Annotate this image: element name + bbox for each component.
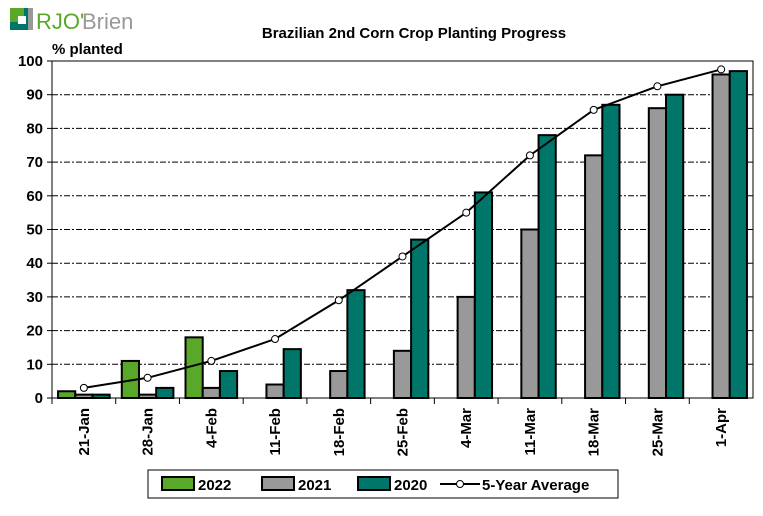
bar-2020 [155, 386, 175, 400]
bar-2020 [410, 238, 430, 399]
bar-2020 [537, 134, 557, 399]
y-tick-label: 70 [26, 154, 43, 171]
bar-2021 [520, 228, 540, 399]
x-tick-label: 4-Mar [458, 408, 475, 448]
y-tick-label: 10 [26, 356, 43, 373]
bar-2021 [265, 383, 285, 399]
bar-2021 [584, 154, 604, 399]
point-5-year-average [334, 296, 343, 305]
y-axis-label: % planted [52, 41, 123, 58]
bar-2020 [91, 393, 111, 400]
point-5-year-average [589, 105, 598, 114]
y-tick-label: 80 [26, 120, 43, 137]
svg-text:Brien: Brien [82, 9, 133, 34]
bar-2021 [201, 386, 221, 400]
bar-2020 [601, 103, 621, 399]
x-tick-label: 21-Jan [76, 408, 93, 456]
x-tick-label: 1-Apr [713, 408, 730, 447]
point-5-year-average [653, 82, 662, 91]
point-5-year-average [271, 335, 280, 344]
y-tick-label: 90 [26, 87, 43, 104]
bar-2021 [711, 73, 731, 399]
logo: RJO' Brien [10, 8, 133, 34]
legend-label: 2020 [394, 477, 427, 494]
x-tick-label: 18-Mar [586, 408, 603, 457]
bar-2022 [57, 390, 77, 400]
bar-2020 [346, 289, 366, 399]
bar-2021 [456, 295, 476, 399]
bar-2021 [647, 107, 668, 400]
bar-2021 [329, 370, 349, 400]
point-5-year-average [79, 383, 88, 392]
x-tick-label: 18-Feb [331, 408, 348, 456]
legend-swatch [357, 476, 391, 491]
bar-2021 [137, 393, 158, 400]
point-5-year-average [398, 252, 407, 261]
point-5-year-average [717, 65, 726, 74]
x-tick-label: 25-Feb [395, 408, 412, 456]
bar-2020 [728, 70, 748, 400]
legend-marker [456, 480, 464, 488]
y-tick-label: 50 [26, 222, 43, 239]
x-tick-label: 4-Feb [203, 408, 220, 448]
y-tick-label: 100 [18, 53, 43, 70]
point-5-year-average [525, 151, 534, 160]
y-tick-label: 40 [26, 255, 43, 272]
y-tick-label: 60 [26, 188, 43, 205]
svg-text:RJO': RJO' [36, 9, 84, 34]
x-tick-label: 28-Jan [140, 408, 157, 456]
bar-2020 [665, 93, 685, 399]
chart-title: Brazilian 2nd Corn Crop Planting Progres… [262, 25, 566, 42]
bar-2020 [473, 191, 494, 399]
x-tick-label: 11-Feb [267, 408, 284, 456]
point-5-year-average [462, 208, 471, 217]
y-tick-label: 0 [35, 390, 43, 407]
bar-2020 [282, 348, 302, 400]
legend-label: 2022 [198, 477, 231, 494]
bar-2020 [218, 370, 239, 400]
legend-label: 2021 [298, 477, 331, 494]
legend-swatch [161, 476, 195, 491]
y-tick-label: 20 [26, 323, 43, 340]
y-tick-label: 30 [26, 289, 43, 306]
legend-label: 5-Year Average [482, 477, 589, 494]
point-5-year-average [207, 356, 216, 365]
point-5-year-average [143, 373, 152, 382]
x-tick-label: 11-Mar [522, 408, 539, 456]
x-tick-label: 25-Mar [649, 408, 666, 457]
bar-2021 [392, 349, 413, 400]
bar-2021 [74, 393, 94, 400]
legend-swatch [261, 476, 295, 491]
line-5-year-average [83, 68, 722, 389]
plot-frame [51, 60, 754, 399]
